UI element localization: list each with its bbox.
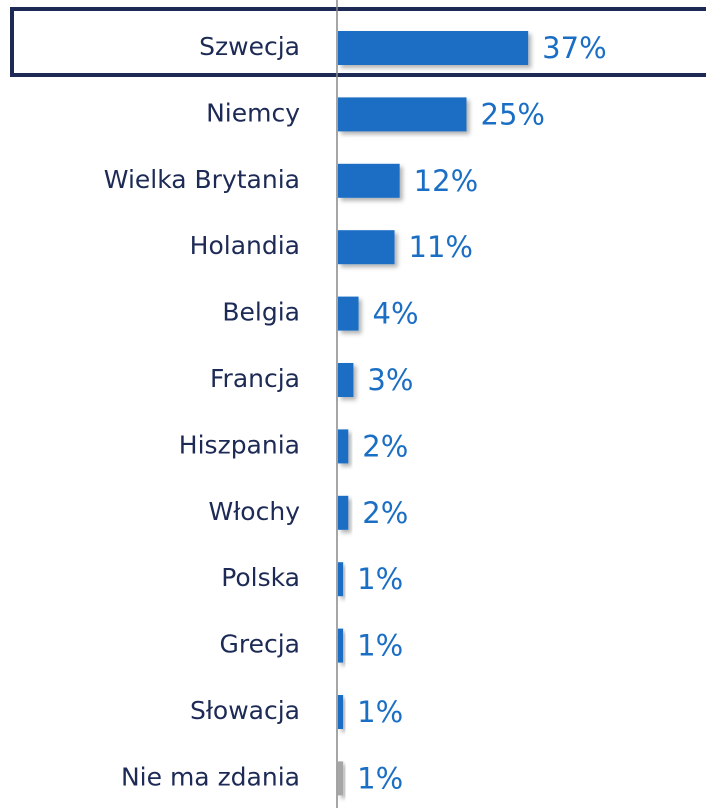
value-label: 1% — [357, 695, 403, 729]
value-label: 4% — [373, 297, 419, 331]
value-label: 12% — [414, 164, 478, 198]
bar — [338, 97, 467, 132]
category-label: Polska — [221, 563, 300, 592]
category-label: Włochy — [208, 497, 300, 526]
value-label: 25% — [481, 97, 545, 131]
category-label: Niemcy — [206, 98, 300, 127]
category-label: Grecja — [220, 630, 301, 659]
value-label: 37% — [542, 31, 606, 65]
bar — [338, 363, 354, 397]
category-label: Belgia — [222, 298, 300, 327]
bar — [338, 495, 349, 530]
bar — [338, 429, 349, 464]
value-label: 2% — [362, 496, 408, 530]
bar — [338, 163, 400, 198]
category-label: Wielka Brytania — [104, 165, 300, 194]
value-label: 1% — [357, 629, 403, 663]
value-label: 1% — [357, 562, 403, 596]
bar — [338, 296, 359, 331]
value-label: 11% — [409, 230, 473, 264]
value-label: 3% — [367, 363, 413, 397]
category-label: Nie ma zdania — [121, 762, 300, 791]
category-label: Słowacja — [190, 696, 300, 725]
highlight-frame — [10, 7, 706, 77]
value-label: 1% — [357, 761, 403, 795]
bar — [338, 695, 344, 729]
bar — [338, 761, 344, 796]
category-label: Szwecja — [199, 32, 300, 61]
category-label: Francja — [210, 364, 300, 393]
bar — [338, 562, 344, 597]
category-label: Hiszpania — [179, 430, 300, 459]
value-label: 2% — [362, 429, 408, 463]
category-label: Holandia — [190, 231, 300, 260]
bar — [338, 230, 395, 265]
bar — [338, 31, 529, 65]
bar — [338, 628, 344, 663]
